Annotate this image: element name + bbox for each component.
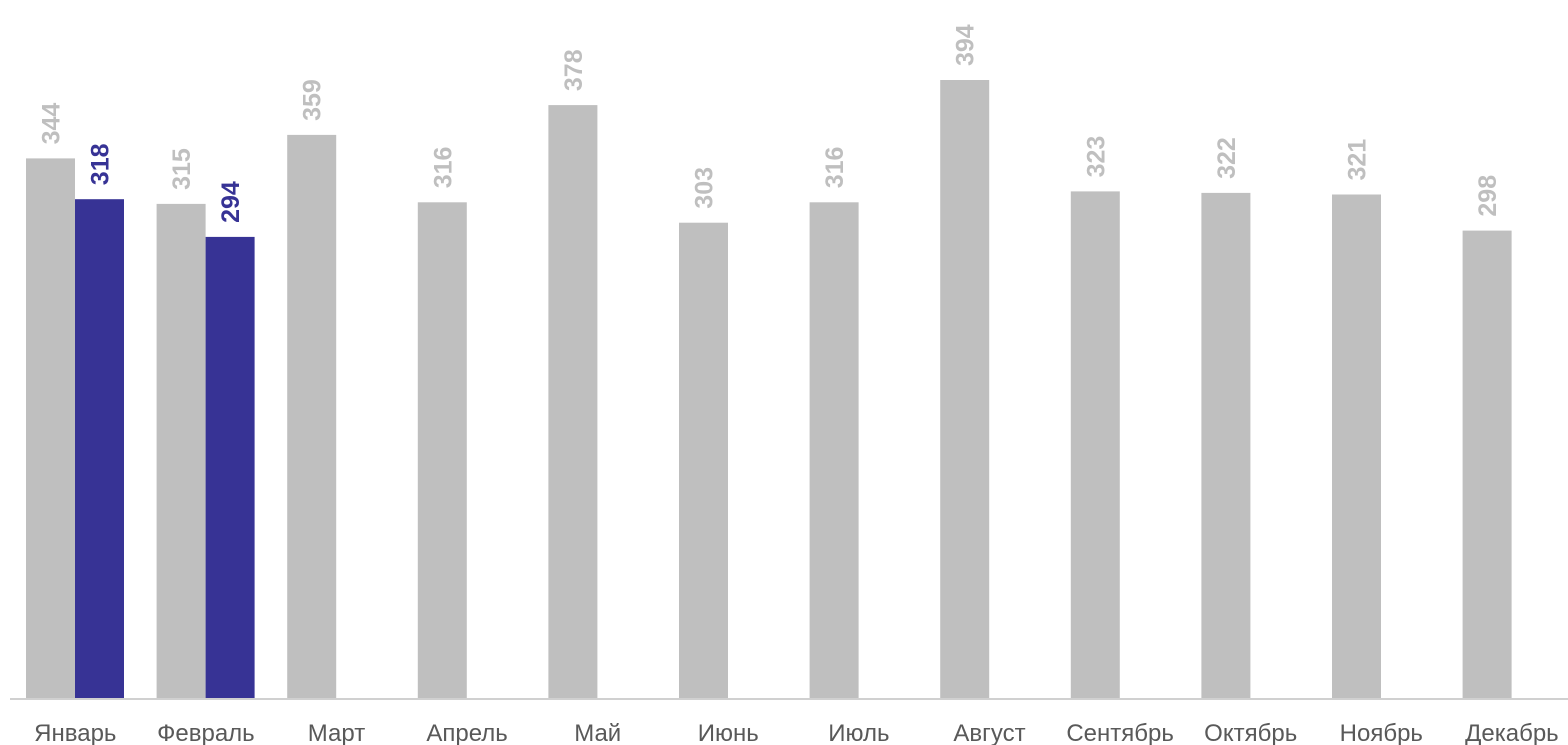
bar-grey-2: [156, 203, 206, 698]
value-label-grey-10: 322: [1213, 137, 1241, 179]
category-label-12: Декабрь: [1465, 720, 1559, 745]
category-label-10: Октябрь: [1204, 720, 1297, 745]
value-label-grey-11: 321: [1344, 139, 1372, 181]
bar-grey-10: [1201, 192, 1251, 698]
bars-group: [26, 80, 1512, 699]
value-label-grey-3: 359: [299, 79, 327, 121]
value-label-grey-12: 298: [1474, 175, 1502, 217]
value-labels-group: 344 318 315 294 359 316 378 303 316 394 323 322 321 2…: [38, 24, 1503, 223]
value-label-grey-1: 344: [38, 103, 66, 145]
bar-blue-1: [75, 199, 124, 698]
value-label-grey-8: 394: [952, 24, 980, 66]
category-labels-group: Январь Февраль Март Апрель Май Июнь Июль Август…: [34, 720, 1559, 745]
bar-grey-5: [548, 105, 598, 699]
category-label-2: Февраль: [157, 720, 255, 745]
bar-grey-3: [287, 134, 337, 698]
bar-grey-4: [417, 202, 467, 699]
category-label-4: Апрель: [426, 720, 507, 745]
bar-grey-1: [26, 158, 75, 698]
category-label-9: Сентябрь: [1066, 720, 1174, 745]
bar-grey-7: [809, 202, 859, 699]
value-label-blue-1: 318: [87, 143, 115, 185]
category-label-1: Январь: [34, 720, 116, 745]
value-label-grey-9: 323: [1082, 136, 1110, 178]
bar-grey-12: [1462, 230, 1512, 698]
category-label-7: Июль: [828, 720, 889, 745]
value-label-grey-4: 316: [429, 147, 457, 189]
bar-grey-8: [940, 80, 990, 698]
category-label-11: Ноябрь: [1340, 720, 1423, 745]
value-label-grey-5: 378: [560, 49, 588, 91]
bar-blue-2: [205, 236, 255, 698]
value-label-grey-7: 316: [821, 147, 849, 189]
bar-grey-6: [679, 222, 728, 698]
value-label-blue-2: 294: [217, 181, 245, 223]
value-label-grey-6: 303: [691, 167, 719, 209]
bar-grey-11: [1332, 194, 1381, 698]
value-label-grey-2: 315: [168, 148, 196, 190]
bar-grey-9: [1070, 191, 1120, 698]
category-label-5: Май: [574, 720, 621, 745]
category-label-6: Июнь: [698, 720, 759, 745]
category-label-8: Август: [953, 720, 1025, 745]
category-label-3: Март: [308, 720, 365, 745]
